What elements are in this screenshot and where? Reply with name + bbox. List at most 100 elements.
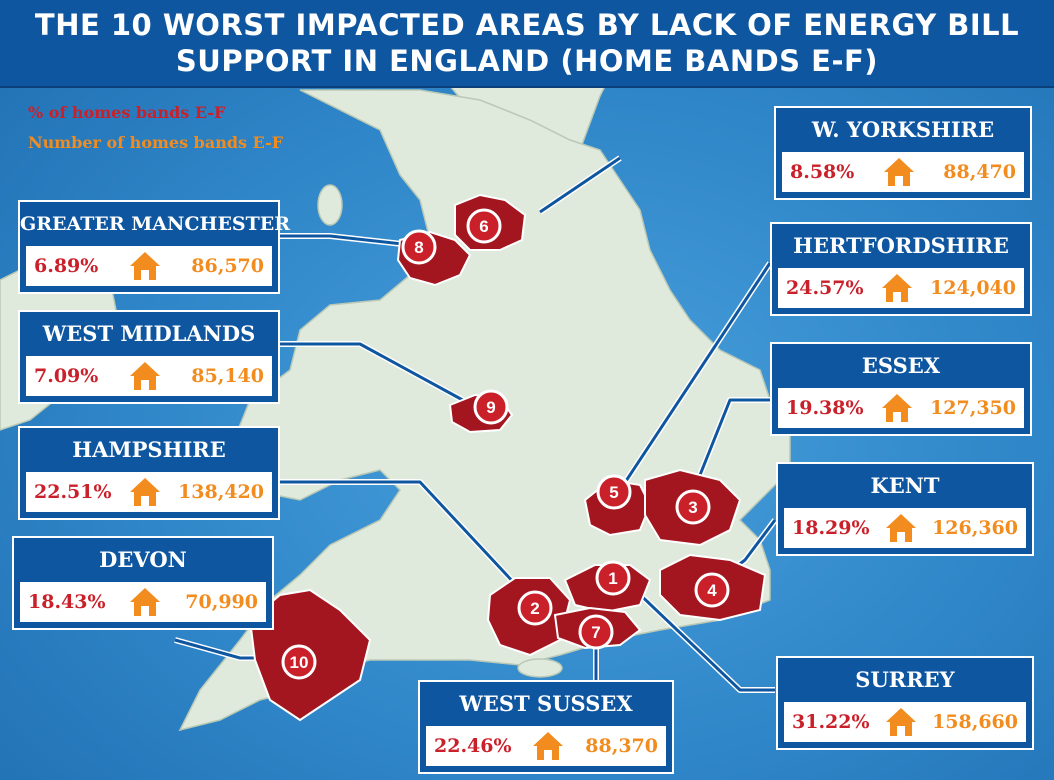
rank-marker-6: 6 bbox=[466, 208, 502, 244]
legend-percent: % of homes bands E-F bbox=[28, 103, 226, 122]
area-name: HERTFORDSHIRE bbox=[793, 233, 1009, 258]
area-box-surrey: SURREY 31.22% 158,660 bbox=[776, 656, 1034, 750]
area-box-devon: DEVON 18.43% 70,990 bbox=[12, 536, 274, 630]
rank-marker-5: 5 bbox=[596, 474, 632, 510]
area-name: GREATER MANCHESTER bbox=[20, 213, 291, 235]
area-homes: 158,660 bbox=[932, 711, 1018, 733]
area-percent: 24.57% bbox=[786, 277, 864, 299]
area-box-hertfordshire: HERTFORDSHIRE 24.57% 124,040 bbox=[770, 222, 1032, 316]
house-icon bbox=[883, 158, 914, 186]
rank-marker-circle bbox=[466, 208, 502, 244]
rank-marker-label: 8 bbox=[414, 238, 423, 257]
area-percent: 22.46% bbox=[434, 735, 512, 757]
area-name: DEVON bbox=[99, 547, 187, 572]
area-name: KENT bbox=[870, 473, 940, 498]
rank-marker-9: 9 bbox=[473, 389, 509, 425]
area-stats: 31.22% 158,660 bbox=[784, 702, 1026, 742]
rank-marker-circle bbox=[595, 560, 631, 596]
rank-marker-label: 2 bbox=[530, 599, 539, 618]
house-icon bbox=[885, 708, 916, 736]
house-icon bbox=[885, 514, 916, 542]
area-stats: 6.89% 86,570 bbox=[26, 246, 272, 286]
house-icon bbox=[129, 478, 160, 506]
area-stats: 19.38% 127,350 bbox=[778, 388, 1024, 428]
area-homes: 127,350 bbox=[930, 397, 1016, 419]
area-homes: 86,570 bbox=[191, 255, 264, 277]
area-homes: 138,420 bbox=[178, 481, 264, 503]
house-icon bbox=[881, 394, 912, 422]
area-homes: 88,470 bbox=[943, 161, 1016, 183]
rank-marker-10: 10 bbox=[281, 644, 317, 680]
area-name: SURREY bbox=[855, 667, 955, 692]
rank-marker-4: 4 bbox=[694, 572, 730, 608]
rank-marker-circle bbox=[578, 614, 614, 650]
area-name: HAMPSHIRE bbox=[72, 437, 226, 462]
area-stats: 22.51% 138,420 bbox=[26, 472, 272, 512]
house-icon bbox=[533, 732, 564, 760]
rank-marker-1: 1 bbox=[595, 560, 631, 596]
rank-markers: 1 2 3 4 5 6 7 8 9 10 bbox=[281, 208, 730, 680]
title-bar: THE 10 WORST IMPACTED AREAS BY LACK OF E… bbox=[0, 0, 1054, 88]
rank-marker-7: 7 bbox=[578, 614, 614, 650]
area-name: W. YORKSHIRE bbox=[811, 117, 995, 142]
area-homes: 88,370 bbox=[585, 735, 658, 757]
title-line-2: SUPPORT IN ENGLAND (HOME BANDS E-F) bbox=[175, 44, 879, 78]
area-box-west-midlands: WEST MIDLANDS 7.09% 85,140 bbox=[18, 310, 280, 404]
area-stats: 24.57% 124,040 bbox=[778, 268, 1024, 308]
rank-marker-8: 8 bbox=[401, 229, 437, 265]
legend-number: Number of homes bands E-F bbox=[28, 133, 284, 152]
rank-marker-circle bbox=[281, 644, 317, 680]
rank-marker-label: 4 bbox=[707, 581, 717, 600]
rank-marker-label: 1 bbox=[608, 569, 617, 588]
rank-marker-circle bbox=[694, 572, 730, 608]
rank-marker-circle bbox=[675, 489, 711, 525]
area-percent: 31.22% bbox=[792, 711, 870, 733]
area-box-w-yorkshire: W. YORKSHIRE 8.58% 88,470 bbox=[774, 106, 1032, 200]
rank-marker-circle bbox=[517, 590, 553, 626]
area-percent: 19.38% bbox=[786, 397, 864, 419]
rank-marker-circle bbox=[596, 474, 632, 510]
rank-marker-circle bbox=[401, 229, 437, 265]
house-icon bbox=[129, 252, 160, 280]
area-name: ESSEX bbox=[861, 353, 941, 378]
rank-marker-3: 3 bbox=[675, 489, 711, 525]
area-homes: 126,360 bbox=[932, 517, 1018, 539]
rank-marker-circle bbox=[473, 389, 509, 425]
area-name: WEST MIDLANDS bbox=[42, 321, 256, 346]
title-line-1: THE 10 WORST IMPACTED AREAS BY LACK OF E… bbox=[34, 8, 1020, 42]
rank-marker-label: 6 bbox=[479, 217, 488, 236]
rank-marker-label: 9 bbox=[486, 398, 495, 417]
area-box-kent: KENT 18.29% 126,360 bbox=[776, 462, 1034, 556]
rank-marker-label: 10 bbox=[290, 653, 309, 672]
house-icon bbox=[881, 274, 912, 302]
rank-marker-label: 7 bbox=[591, 623, 600, 642]
area-stats: 18.29% 126,360 bbox=[784, 508, 1026, 548]
land-isle-of-man bbox=[317, 184, 343, 226]
rank-marker-label: 3 bbox=[688, 498, 697, 517]
area-stats: 22.46% 88,370 bbox=[426, 726, 666, 766]
area-percent: 8.58% bbox=[790, 161, 855, 183]
land-isle-of-wight bbox=[517, 658, 563, 678]
area-homes: 85,140 bbox=[191, 365, 264, 387]
house-icon bbox=[129, 362, 160, 390]
area-stats: 7.09% 85,140 bbox=[26, 356, 272, 396]
area-percent: 18.29% bbox=[792, 517, 870, 539]
area-homes: 70,990 bbox=[185, 591, 258, 613]
rank-marker-label: 5 bbox=[609, 483, 618, 502]
area-box-hampshire: HAMPSHIRE 22.51% 138,420 bbox=[18, 426, 280, 520]
area-box-greater-manchester: GREATER MANCHESTER 6.89% 86,570 bbox=[18, 200, 291, 294]
house-icon bbox=[130, 588, 161, 616]
area-percent: 22.51% bbox=[34, 481, 112, 503]
area-percent: 18.43% bbox=[28, 591, 106, 613]
rank-marker-2: 2 bbox=[517, 590, 553, 626]
area-percent: 6.89% bbox=[34, 255, 99, 277]
area-stats: 18.43% 70,990 bbox=[20, 582, 266, 622]
area-name: WEST SUSSEX bbox=[459, 691, 633, 716]
area-percent: 7.09% bbox=[34, 365, 99, 387]
legend: % of homes bands E-F Number of homes ban… bbox=[28, 98, 283, 158]
area-box-essex: ESSEX 19.38% 127,350 bbox=[770, 342, 1032, 436]
area-homes: 124,040 bbox=[930, 277, 1016, 299]
area-stats: 8.58% 88,470 bbox=[782, 152, 1024, 192]
